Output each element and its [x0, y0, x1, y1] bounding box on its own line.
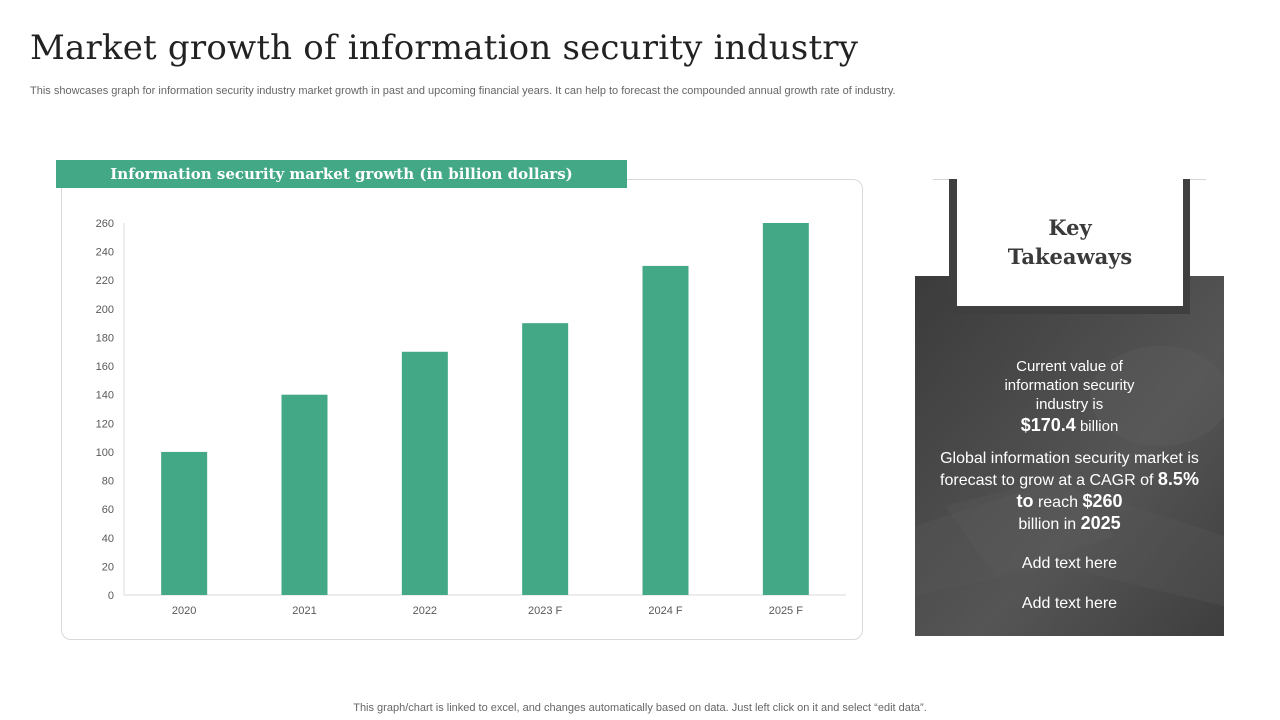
y-tick-label: 80: [102, 476, 114, 488]
page-subtitle: This showcases graph for information sec…: [30, 85, 896, 97]
page-title: Market growth of information security in…: [30, 28, 859, 68]
bar[interactable]: [522, 323, 569, 595]
bar[interactable]: [642, 265, 689, 595]
forecast-amount: $260: [1082, 491, 1123, 511]
x-tick-label: 2020: [172, 605, 196, 617]
y-tick-label: 180: [96, 332, 114, 344]
takeaway-2-reach: reach: [1037, 494, 1078, 511]
y-tick-label: 60: [102, 504, 114, 516]
y-tick-label: 220: [96, 275, 114, 287]
current-value: $170.4: [1020, 415, 1076, 435]
x-tick-label: 2025 F: [769, 605, 804, 617]
y-tick-label: 240: [96, 247, 114, 259]
bar-chart[interactable]: 0 20 40 60 80 100 120 140 160 180 200 220 240 260 2020…: [0, 0, 870, 640]
bar[interactable]: [161, 451, 208, 595]
x-tick-label: 2021: [292, 605, 316, 617]
y-tick-label: 260: [96, 218, 114, 230]
y-tick-label: 20: [102, 561, 114, 573]
takeaways-card: Key Takeaways: [957, 179, 1183, 306]
y-tick-label: 120: [96, 418, 114, 430]
y-tick-label: 200: [96, 304, 114, 316]
takeaway-2-line1: Global information security market is: [940, 450, 1199, 467]
cagr-value: 8.5%: [1157, 469, 1199, 489]
y-tick-label: 0: [108, 590, 114, 602]
x-tick-label: 2024 F: [648, 605, 683, 617]
y-tick-label: 40: [102, 533, 114, 545]
x-tick-label: 2023 F: [528, 605, 563, 617]
takeaway-placeholder-1: Add text here: [1021, 555, 1118, 572]
y-tick-label: 160: [96, 361, 114, 373]
y-tick-label: 140: [96, 390, 114, 402]
takeaway-current-value: Current value of information security in…: [915, 357, 1224, 436]
takeaway-1-line1: Current value of: [1016, 358, 1123, 375]
takeaway-2-line4: billion in: [1018, 516, 1077, 533]
takeaway-1-line2: information security: [1004, 377, 1135, 394]
bar[interactable]: [401, 351, 448, 595]
forecast-year: 2025: [1080, 513, 1121, 533]
current-value-unit: billion: [1079, 418, 1119, 435]
bar[interactable]: [762, 223, 809, 595]
x-tick-label: 2022: [413, 605, 437, 617]
takeaway-1-line3: industry is: [1035, 396, 1104, 413]
chart-title: Information security market growth (in b…: [56, 160, 627, 188]
bar[interactable]: [281, 394, 328, 595]
takeaways-title: Key Takeaways: [1007, 215, 1133, 269]
footer-note: This graph/chart is linked to excel, and…: [353, 702, 927, 714]
background-photo: [915, 276, 1224, 636]
takeaway-forecast: Global information security market is fo…: [915, 448, 1224, 535]
takeaway-placeholder-2: Add text here: [1021, 595, 1118, 612]
takeaway-2-line2: forecast to grow at a CAGR of: [940, 472, 1154, 489]
takeaway-2-to: to: [1016, 491, 1034, 511]
y-tick-label: 100: [96, 447, 114, 459]
takeaways-panel: [915, 276, 1224, 636]
